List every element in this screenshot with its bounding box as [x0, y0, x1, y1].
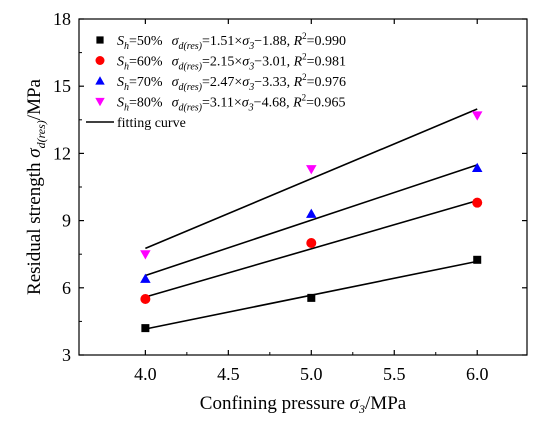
y-tick-label: 15	[53, 76, 71, 96]
legend-marker-3	[95, 76, 105, 85]
data-point-s3-3	[471, 162, 483, 172]
x-tick-label: 5.5	[383, 364, 406, 384]
data-point-s3-1	[140, 273, 151, 283]
x-tick-label: 4.0	[134, 364, 157, 384]
legend-label-3: Sh=70% σd(res)=2.47×σ3−3.33, R2=0.976	[117, 72, 346, 93]
data-point-s2-1	[140, 294, 151, 304]
data-point-s4-1	[140, 250, 151, 260]
fit-line-4	[145, 108, 478, 250]
legend-label-2: Sh=60% σd(res)=2.15×σ3−3.01, R2=0.981	[117, 52, 346, 73]
legend-marker-4	[95, 97, 105, 107]
data-point-s3-2	[306, 208, 317, 218]
y-tick-label: 3	[62, 345, 71, 365]
data-point-s1-1	[141, 324, 150, 333]
legend-marker-2	[95, 56, 105, 65]
x-tick-label: 5.0	[300, 364, 323, 384]
data-point-s4-3	[471, 111, 483, 121]
data-point-s1-2	[307, 293, 316, 302]
y-tick-label: 6	[62, 278, 71, 298]
y-tick-label: 9	[62, 211, 71, 231]
fit-line-3	[145, 164, 478, 277]
legend-label-4: Sh=80% σd(res)=3.11×σ3−4.68, R2=0.965	[117, 93, 346, 114]
legend-marker-1	[96, 36, 104, 44]
x-tick-label: 4.5	[217, 364, 240, 384]
y-tick-label: 12	[53, 143, 71, 163]
data-point-s1-3	[473, 255, 482, 264]
x-axis-title: Confining pressure σ3/MPa	[200, 393, 407, 416]
data-point-s2-3	[472, 197, 483, 208]
x-tick-label: 6.0	[466, 364, 489, 384]
data-point-s2-2	[306, 238, 317, 248]
data-point-s4-2	[306, 165, 317, 175]
legend-fit-label: fitting curve	[117, 116, 186, 131]
y-axis-title: Residual strength σd(res)/MPa	[24, 78, 48, 295]
fit-line-2	[145, 199, 478, 298]
legend-label-1: Sh=50% σd(res)=1.51×σ3−1.88, R2=0.990	[117, 31, 346, 52]
y-tick-label: 18	[53, 9, 71, 29]
